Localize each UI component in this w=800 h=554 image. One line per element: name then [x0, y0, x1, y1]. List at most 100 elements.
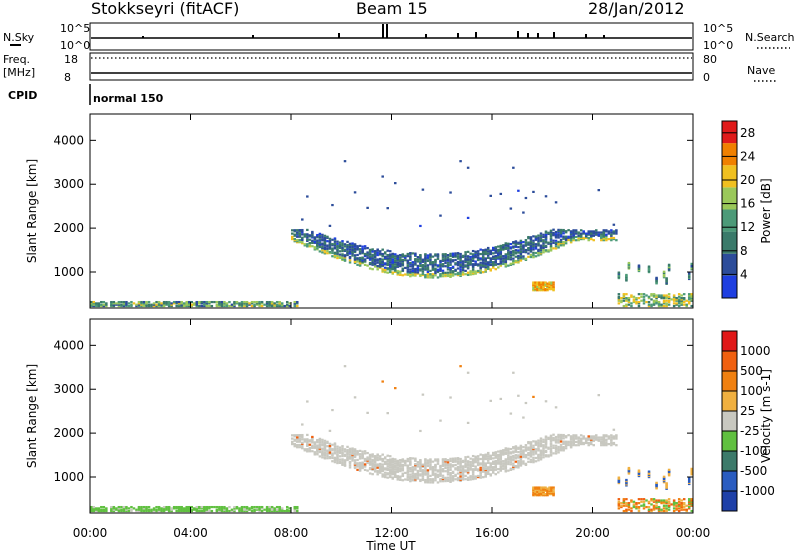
nsky-label: N.Sky	[3, 31, 35, 44]
velocity-cell	[293, 508, 297, 511]
power-cell	[497, 266, 500, 269]
velocity-cell	[273, 507, 276, 510]
power-cell	[449, 254, 452, 258]
velocity-cell	[494, 465, 498, 468]
velocity-cell	[401, 479, 405, 482]
power-cell	[632, 298, 636, 301]
velocity-cell	[157, 507, 161, 510]
velocity-cell	[150, 509, 153, 513]
power-cell	[665, 277, 668, 280]
power-cell	[574, 232, 578, 235]
power-cell	[233, 303, 236, 306]
power-cell	[499, 244, 503, 247]
power-cell	[243, 300, 246, 304]
power-cell	[548, 281, 551, 284]
velocity-cell	[446, 459, 450, 462]
velocity-cell	[187, 507, 191, 510]
power-cell	[404, 254, 407, 257]
power-cell	[549, 240, 553, 243]
velocity-cell	[243, 507, 246, 510]
velocity-cell	[220, 507, 224, 510]
power-cell	[514, 260, 518, 263]
power-cell	[331, 203, 334, 207]
velocity-cell	[637, 509, 641, 513]
velocity-cell	[363, 468, 367, 472]
power-cell	[366, 256, 369, 260]
power-cell	[471, 268, 475, 271]
velocity-cell	[610, 441, 613, 445]
power-cell	[685, 303, 688, 306]
velocity-cell	[366, 411, 369, 414]
power-cell	[152, 303, 156, 306]
velocity-cell	[509, 451, 513, 454]
power-cell	[270, 300, 274, 304]
velocity-cell	[409, 473, 412, 476]
power-cell	[328, 250, 332, 254]
power-cell	[507, 264, 510, 267]
velocity-cell	[522, 416, 525, 419]
velocity-cell	[466, 476, 470, 479]
power-cell	[479, 261, 482, 264]
colorbar-tick-label: 12	[740, 220, 755, 234]
power-cell	[554, 239, 558, 242]
velocity-cell	[662, 502, 666, 505]
power-cell	[461, 273, 465, 276]
power-cell	[157, 303, 161, 306]
velocity-cell	[130, 508, 133, 511]
velocity-cell	[667, 508, 671, 511]
velocity-cell	[97, 508, 101, 511]
power-cell	[429, 273, 432, 276]
power-cell	[97, 303, 101, 306]
power-cell	[597, 231, 601, 234]
colorbar-swatch	[722, 331, 737, 351]
velocity-cell	[92, 507, 96, 510]
power-cell	[160, 303, 163, 306]
velocity-cell	[464, 474, 467, 477]
power-cell	[554, 230, 558, 234]
velocity-cell	[627, 466, 631, 470]
velocity-cell	[439, 419, 442, 422]
velocity-cell	[534, 440, 538, 443]
power-cell	[218, 304, 221, 308]
colorbar-swatch	[722, 411, 737, 431]
velocity-cell	[476, 459, 480, 462]
velocity-cell	[456, 472, 460, 475]
power-cell	[358, 250, 362, 253]
velocity-cell	[333, 445, 337, 448]
velocity-cell	[404, 464, 407, 467]
velocity-cell	[180, 508, 183, 511]
power-cell	[401, 262, 405, 265]
power-cell	[459, 160, 462, 163]
power-cell	[260, 300, 264, 304]
power-cell	[441, 271, 445, 275]
nsky-spike	[537, 33, 539, 38]
velocity-cell	[637, 507, 641, 510]
velocity-cell	[92, 509, 96, 513]
velocity-cell	[567, 443, 570, 447]
power-cell	[326, 240, 329, 243]
velocity-cell	[386, 465, 389, 468]
power-cell	[308, 244, 312, 247]
velocity-cell	[338, 448, 342, 451]
nsky-spike	[527, 33, 529, 38]
velocity-cell	[677, 500, 681, 503]
power-cell	[371, 248, 374, 251]
velocity-cell	[434, 463, 437, 467]
velocity-cell	[481, 463, 485, 467]
velocity-cell	[597, 438, 601, 441]
velocity-cell	[657, 508, 661, 511]
power-cell	[233, 302, 236, 305]
velocity-cell	[436, 462, 440, 465]
velocity-cell	[366, 451, 369, 455]
power-cell	[554, 245, 558, 248]
velocity-cell	[343, 365, 347, 368]
power-cell	[512, 253, 515, 256]
velocity-cell	[534, 490, 537, 494]
velocity-cell	[670, 503, 673, 506]
power-cell	[456, 260, 460, 264]
power-cell	[620, 297, 623, 300]
power-cell	[394, 263, 397, 266]
velocity-cell	[127, 509, 131, 513]
velocity-cell	[522, 460, 525, 463]
velocity-cell	[507, 456, 510, 459]
